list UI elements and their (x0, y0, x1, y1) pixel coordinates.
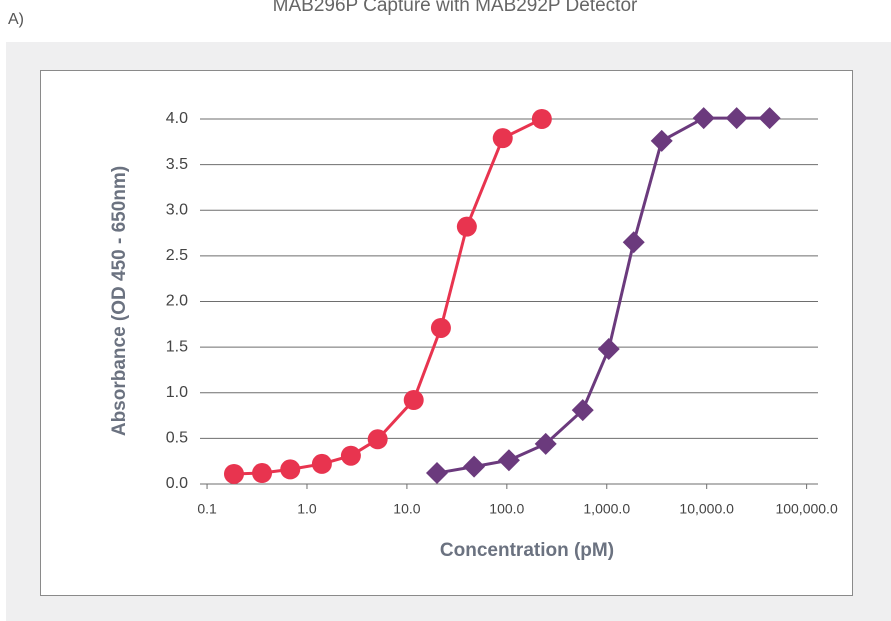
diamond-marker (758, 107, 781, 130)
panel-label: A) (8, 11, 24, 28)
diamond-marker (425, 462, 448, 485)
circle-marker (531, 109, 552, 129)
y-tick-label: 0.5 (166, 430, 188, 447)
y-tick-label: 1.5 (166, 338, 188, 355)
x-axis-label: Concentration (pM) (440, 540, 614, 561)
x-tick-label: 0.1 (197, 501, 217, 517)
x-tick-label: 100.0 (489, 501, 524, 517)
circle-marker (367, 429, 388, 450)
diamond-marker (597, 337, 620, 360)
circle-marker (340, 445, 361, 466)
y-tick-label: 3.5 (166, 156, 188, 173)
circle-marker (311, 453, 332, 474)
circle-marker (492, 128, 513, 149)
y-tick-label: 4.0 (166, 110, 188, 127)
circle-marker (280, 459, 301, 480)
circle-marker (430, 317, 451, 338)
diamond-marker (650, 129, 673, 152)
x-tick-label: 10.0 (393, 501, 420, 517)
y-axis-label: Absorbance (OD 450 - 650nm) (109, 166, 130, 436)
circle-marker (403, 390, 424, 411)
y-tick-label: 3.0 (166, 201, 188, 218)
circle-marker (252, 463, 273, 484)
circle-marker (223, 463, 244, 484)
y-tick-label: 1.0 (166, 384, 188, 401)
y-tick-label: 2.5 (166, 247, 188, 264)
diamond-marker (463, 455, 486, 478)
x-tick-label: 10,000.0 (679, 501, 734, 517)
x-tick-label: 1.0 (297, 501, 317, 517)
circle-marker (456, 216, 477, 237)
x-tick-label: 100,000.0 (775, 501, 837, 517)
diamond-marker (622, 231, 645, 254)
chart-title: MAB296P Capture with MAB292P Detector (273, 0, 638, 16)
diamond-marker (497, 449, 520, 472)
diamond-marker (692, 107, 715, 130)
x-tick-label: 1,000.0 (583, 501, 630, 517)
diamond-marker (571, 399, 594, 422)
y-tick-label: 2.0 (166, 293, 188, 310)
diamond-marker (534, 432, 557, 455)
y-tick-label: 0.0 (166, 475, 188, 492)
diamond-marker (725, 107, 748, 130)
